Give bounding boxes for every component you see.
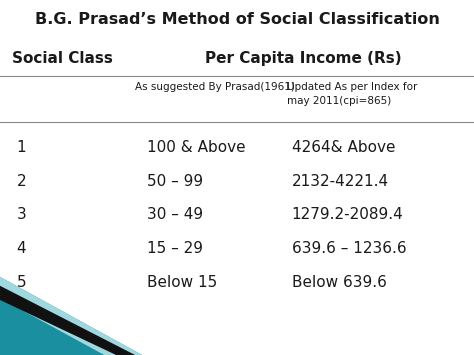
Polygon shape [0,277,142,355]
Text: 5: 5 [17,275,26,290]
Text: Below 639.6: Below 639.6 [292,275,386,290]
Text: 2132-4221.4: 2132-4221.4 [292,174,389,189]
Text: 1279.2-2089.4: 1279.2-2089.4 [292,207,403,222]
Text: 30 – 49: 30 – 49 [147,207,203,222]
Text: 50 – 99: 50 – 99 [147,174,203,189]
Text: Per Capita Income (Rs): Per Capita Income (Rs) [205,51,401,66]
Polygon shape [0,277,142,355]
Text: 1: 1 [17,140,26,155]
Text: Social Class: Social Class [12,51,113,66]
Text: 3: 3 [17,207,27,222]
Text: 2: 2 [17,174,26,189]
Text: Updated As per Index for
may 2011(cpi=865): Updated As per Index for may 2011(cpi=86… [287,82,417,106]
Text: 4264& Above: 4264& Above [292,140,395,155]
Text: 15 – 29: 15 – 29 [147,241,203,256]
Text: 639.6 – 1236.6: 639.6 – 1236.6 [292,241,406,256]
Text: 100 & Above: 100 & Above [147,140,246,155]
Text: Below 15: Below 15 [147,275,217,290]
Text: As suggested By Prasad(1961): As suggested By Prasad(1961) [135,82,295,92]
Text: 4: 4 [17,241,26,256]
Text: B.G. Prasad’s Method of Social Classification: B.G. Prasad’s Method of Social Classific… [35,12,439,27]
Polygon shape [0,286,135,355]
